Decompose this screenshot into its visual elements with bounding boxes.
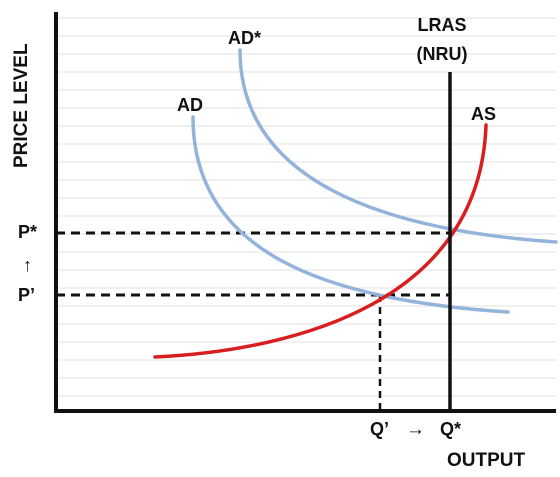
q-prime-label: Q’ (370, 419, 389, 439)
ad-curve (191, 115, 510, 314)
price-up-arrow: ↑ (23, 255, 32, 275)
q-star-label: Q* (440, 419, 461, 439)
as-label: AS (471, 104, 496, 124)
p-prime-label: P’ (18, 285, 35, 305)
lras-label: LRAS (418, 15, 467, 35)
ad-star-label: AD* (228, 28, 261, 48)
output-right-arrow: → (406, 419, 425, 440)
grid-lines (56, 17, 556, 397)
ad-star-curve (238, 48, 558, 244)
p-star-label: P* (18, 222, 37, 242)
ad-label: AD (177, 95, 203, 115)
as-curve (153, 123, 488, 359)
x-axis-label: OUTPUT (447, 450, 526, 471)
nru-label: (NRU) (417, 44, 468, 64)
y-axis-label: PRICE LEVEL (11, 43, 32, 168)
